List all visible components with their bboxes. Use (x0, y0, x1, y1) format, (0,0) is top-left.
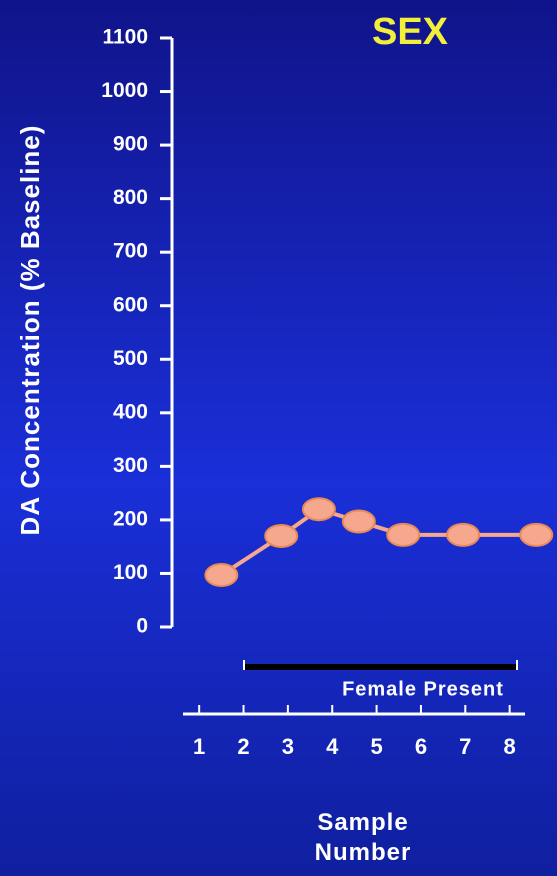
y-axis-label: DA Concentration (% Baseline) (15, 125, 45, 536)
x-axis-label: Sample Number (314, 809, 412, 866)
x-tick-label: 4 (326, 734, 339, 759)
point (204, 563, 239, 588)
x-tick-label: 5 (370, 734, 382, 759)
y-tick-label: 200 (113, 507, 148, 530)
y-tick-label: 900 (113, 133, 148, 156)
x-tick-label: 3 (282, 734, 294, 759)
y-tick-label: 500 (113, 347, 148, 370)
y-tick-label: 300 (113, 454, 148, 477)
y-tick-label: 800 (113, 186, 148, 209)
y-tick-label: 1100 (102, 26, 148, 49)
y-tick-label: 1000 (101, 79, 148, 102)
annotation: Female Present (342, 678, 504, 700)
y-tick-label: 700 (113, 240, 148, 263)
y-tick-label: 600 (113, 293, 148, 316)
point (264, 523, 299, 548)
y-tick-label: 100 (113, 561, 148, 584)
point (446, 522, 481, 547)
x-tick-label: 6 (415, 734, 427, 759)
x-tick-label: 7 (459, 734, 471, 759)
y-tick-label: 0 (136, 615, 148, 638)
chart-title: SEX (372, 11, 449, 53)
x-tick-label: 8 (504, 734, 516, 759)
y-tick-label: 400 (113, 400, 148, 423)
x-tick-label: 1 (193, 734, 205, 759)
x-tick-label: 2 (237, 734, 249, 759)
point (519, 522, 554, 547)
point (301, 497, 336, 522)
point (386, 522, 421, 547)
point (341, 509, 376, 534)
